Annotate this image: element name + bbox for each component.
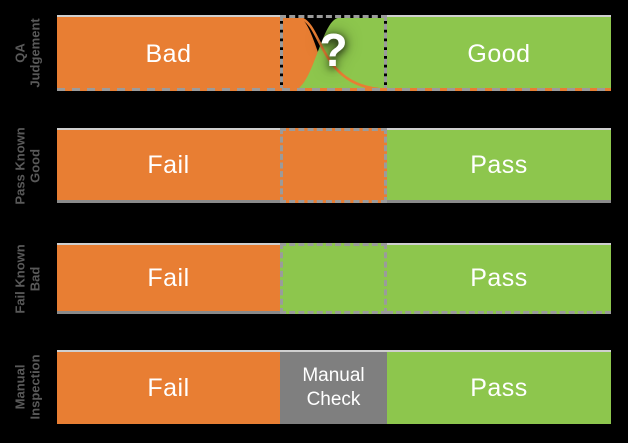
segment-fail: Fail [57,350,280,424]
segment-pass: Pass [387,243,611,314]
row-manual-inspection: Manual Inspection Fail Manual Check Pass [0,350,628,424]
bar-pass-known-good: Fail Pass [57,128,611,203]
bar-qa-judgement: Bad ? Good [57,15,611,91]
row-pass-known-good: Pass Known Good Fail Pass [0,126,628,205]
label-line: Inspection [27,354,43,420]
segment-label-good: Good [467,39,531,68]
label-line: QA [12,43,28,63]
segment-bad: Bad [57,15,280,91]
segment-fail: Fail [57,128,280,203]
segment-label-pass: Pass [470,150,528,179]
row-label-qa-judgement: QA Judgement [0,15,57,91]
label-line: Judgement [27,18,43,88]
segment-uncertain-overlap: ? [280,15,387,91]
label-line: Bad [27,266,43,291]
row-qa-judgement: QA Judgement Bad ? Good [0,15,628,91]
segment-label-fail: Fail [147,263,190,292]
label-line: Pass Known [12,126,28,205]
segment-pass: Pass [387,128,611,203]
question-mark: ? [319,23,348,76]
segment-label-pass: Pass [470,263,528,292]
bar-fail-known-bad: Fail Pass [57,243,611,314]
dashed-baseline [57,88,611,91]
label-line: Good [27,148,43,183]
segment-good: Good [387,15,611,91]
distribution-overlap-graphic [283,18,384,91]
segment-label-manual-check: Manual Check [302,365,365,410]
segment-manual-check: Manual Check [280,350,387,424]
segment-uncertain-treated-as-pass [280,243,387,314]
row-label-fail-known-bad: Fail Known Bad [0,243,57,314]
label-line: Manual [12,364,28,410]
segment-pass: Pass [387,350,611,424]
bar-manual-inspection: Fail Manual Check Pass [57,350,611,424]
segment-label-fail: Fail [147,150,190,179]
row-label-manual-inspection: Manual Inspection [0,350,57,424]
label-line: Fail Known [12,243,28,314]
row-label-pass-known-good: Pass Known Good [0,126,57,205]
segment-label-fail: Fail [147,373,190,402]
row-fail-known-bad: Fail Known Bad Fail Pass [0,243,628,314]
segment-label-bad: Bad [145,39,192,68]
segment-label-pass: Pass [470,373,528,402]
segment-uncertain-treated-as-fail [280,128,387,203]
segment-fail: Fail [57,243,280,314]
